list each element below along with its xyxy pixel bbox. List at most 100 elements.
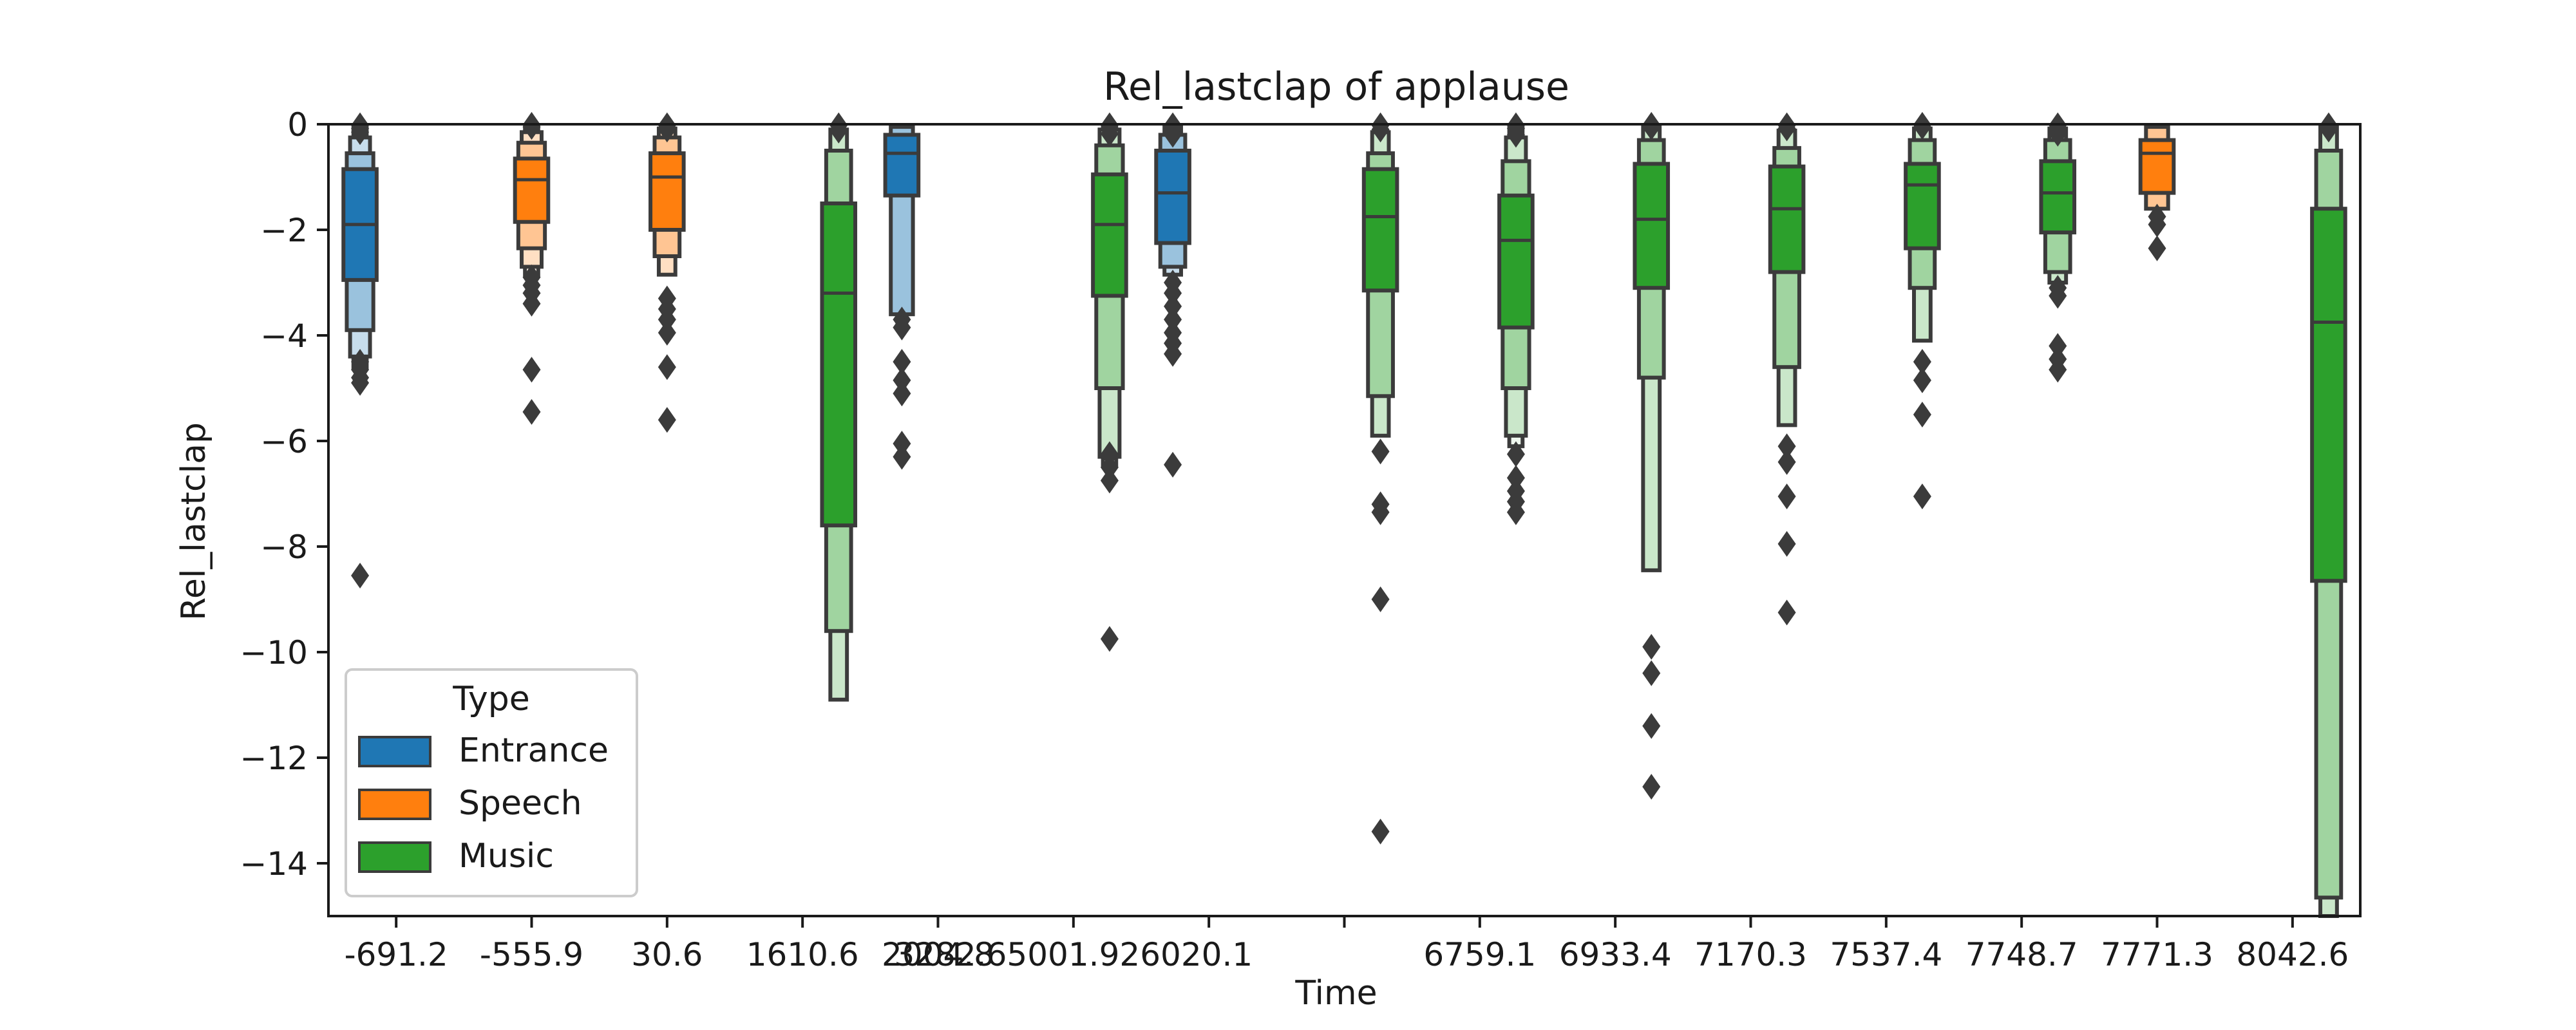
y-tick-label: −6 — [260, 423, 308, 460]
boxen-group — [883, 125, 921, 470]
x-tick-label: 1610.6 — [746, 936, 859, 973]
outlier-point — [658, 407, 676, 433]
boxen-group — [2138, 125, 2176, 261]
outlier-point — [1100, 467, 1119, 494]
boxen-groups — [341, 111, 2347, 919]
y-axis-label: Rel_lastclap — [175, 422, 213, 621]
outlier-point — [658, 354, 676, 380]
legend-label: Speech — [459, 784, 582, 823]
outlier-point — [1777, 449, 1796, 475]
boxen-group — [1091, 112, 1128, 652]
outlier-point — [1777, 433, 1796, 460]
x-tick-label: 7748.7 — [1965, 936, 2078, 973]
boxen-group — [2310, 112, 2347, 919]
y-tick-label: −14 — [240, 845, 308, 883]
outlier-point — [1164, 293, 1182, 319]
outlier-point — [2049, 333, 2067, 359]
boxen-group — [1633, 111, 1671, 800]
boxen-box — [2310, 207, 2347, 583]
outlier-point — [1913, 402, 1931, 427]
outlier-point — [1100, 441, 1119, 467]
outlier-point — [1100, 626, 1119, 652]
outlier-point — [522, 290, 541, 317]
outlier-point — [1913, 367, 1931, 393]
outlier-point — [522, 114, 541, 140]
boxen-box — [1091, 172, 1128, 298]
x-tick-label: 7771.3 — [2101, 936, 2213, 973]
outlier-point — [2148, 211, 2166, 238]
outlier-point — [351, 370, 370, 396]
y-tick-label: 0 — [287, 106, 308, 144]
outlier-point — [1777, 483, 1796, 510]
x-axis: -691.2 -555.9 30.6 1610.6 2004.83282.65001.9… — [345, 916, 2349, 973]
boxen-group — [513, 111, 551, 425]
outlier-point — [1642, 713, 1661, 739]
boxen-box — [513, 156, 551, 224]
boxen-group — [820, 112, 858, 702]
x-axis-label: Time — [1294, 974, 1377, 1013]
y-tick-label: −12 — [240, 740, 308, 777]
outlier-point — [1913, 114, 1931, 140]
boxen-box — [1768, 164, 1806, 274]
x-tick-label: 30.6 — [631, 936, 703, 973]
boxen-box — [1154, 149, 1191, 245]
boxen-group — [341, 112, 379, 589]
outlier-point — [1371, 499, 1390, 525]
outlier-point — [522, 357, 541, 383]
legend-swatch — [358, 841, 431, 873]
x-tick-label: 2004.8 — [882, 936, 994, 973]
boxen-box — [883, 133, 921, 198]
outlier-point — [893, 314, 911, 341]
boxen-box — [649, 151, 686, 232]
x-tick-label: 6933.4 — [1559, 936, 1672, 973]
outlier-point — [893, 380, 911, 407]
outlier-point — [1642, 774, 1661, 800]
boxen-box — [1633, 162, 1671, 290]
x-tick-label: -555.9 — [480, 936, 583, 973]
legend-label: Music — [459, 837, 554, 876]
outlier-point — [1642, 660, 1661, 686]
outlier-point — [2049, 357, 2067, 383]
outlier-point — [351, 119, 370, 145]
x-tick-label: 6759.1 — [1423, 936, 1536, 973]
legend: Type Entrance Speech Music — [345, 668, 638, 897]
outlier-point — [1100, 120, 1119, 147]
outlier-point — [893, 349, 911, 375]
outlier-point — [1506, 499, 1525, 525]
outlier-point — [893, 431, 911, 457]
outlier-point — [1371, 818, 1390, 845]
x-tick-label: 7170.3 — [1694, 936, 1807, 973]
boxen-group — [1497, 112, 1535, 525]
outlier-point — [1506, 122, 1525, 148]
outlier-point — [1777, 115, 1796, 142]
outlier-point — [2148, 235, 2166, 261]
outlier-point — [1164, 306, 1182, 333]
outlier-point — [1506, 465, 1525, 491]
chart-title: Rel_lastclap of applause — [1103, 64, 1569, 109]
outlier-point — [893, 444, 911, 470]
outlier-point — [1777, 599, 1796, 626]
legend-title: Type — [452, 680, 529, 718]
boxen-box — [2039, 159, 2077, 235]
x-tick-label: 8042.6 — [2236, 936, 2349, 973]
boxen-group — [1154, 112, 1191, 478]
outlier-point — [2049, 283, 2067, 309]
outlier-point — [1642, 633, 1661, 660]
legend-frame — [345, 668, 638, 897]
boxen-group — [2039, 112, 2077, 383]
outlier-point — [1164, 280, 1182, 306]
x-tick-label: -691.2 — [345, 936, 448, 973]
y-tick-label: −8 — [260, 529, 308, 566]
boxen-box — [2138, 138, 2176, 195]
outlier-point — [351, 563, 370, 589]
legend-label: Entrance — [459, 731, 609, 770]
outlier-point — [1100, 454, 1119, 480]
outlier-point — [1371, 438, 1390, 465]
boxen-box — [820, 201, 858, 528]
boxen-box — [1361, 167, 1399, 293]
outlier-point — [522, 398, 541, 425]
y-tick-label: −10 — [240, 634, 308, 671]
boxen-group — [1768, 112, 1806, 626]
outlier-point — [1164, 451, 1182, 478]
